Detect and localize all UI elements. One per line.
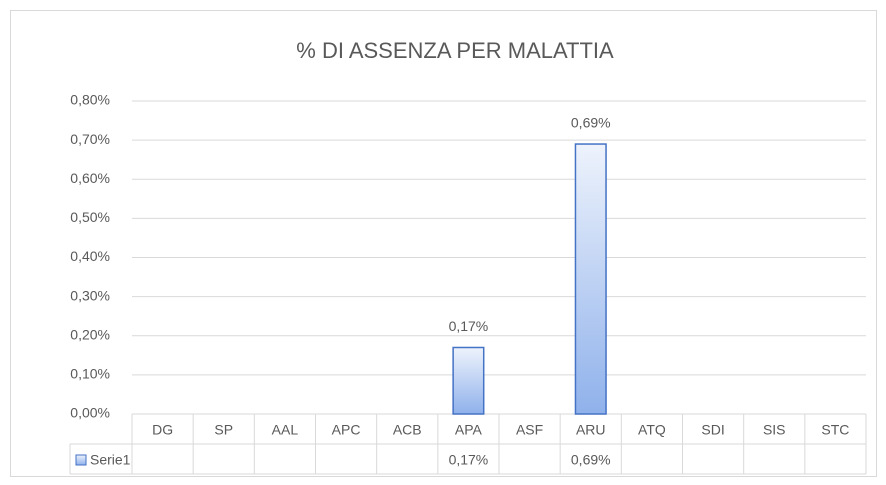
legend-label: Serie1: [90, 452, 131, 468]
table-value: 0,69%: [571, 452, 611, 468]
x-tick-label: SIS: [763, 422, 786, 438]
y-tick-label: 0,80%: [70, 92, 110, 108]
x-tick-label: STC: [821, 422, 849, 438]
bar: [574, 143, 607, 415]
y-tick-label: 0,00%: [70, 405, 110, 421]
chart-title: % DI ASSENZA PER MALATTIA: [296, 38, 614, 63]
x-tick-label: DG: [152, 422, 173, 438]
x-tick-label: ASF: [516, 422, 543, 438]
x-tick-label: ATQ: [638, 422, 666, 438]
x-tick-label: SDI: [701, 422, 724, 438]
y-tick-label: 0,70%: [70, 131, 110, 147]
bar: [452, 346, 485, 415]
x-tick-label: ARU: [576, 422, 606, 438]
legend-key: [75, 454, 87, 466]
y-tick-label: 0,40%: [70, 248, 110, 264]
data-label: 0,69%: [571, 115, 611, 131]
y-tick-label: 0,10%: [70, 366, 110, 382]
y-tick-label: 0,30%: [70, 287, 110, 303]
x-tick-label: SP: [214, 422, 233, 438]
x-tick-label: APA: [455, 422, 483, 438]
x-tick-label: ACB: [393, 422, 422, 438]
chart-border: [10, 10, 877, 477]
table-value: 0,17%: [449, 452, 489, 468]
y-tick-label: 0,60%: [70, 170, 110, 186]
y-tick-label: 0,20%: [70, 326, 110, 342]
x-tick-label: AAL: [272, 422, 299, 438]
x-tick-label: APC: [332, 422, 361, 438]
y-tick-label: 0,50%: [70, 209, 110, 225]
data-label: 0,17%: [449, 318, 489, 334]
